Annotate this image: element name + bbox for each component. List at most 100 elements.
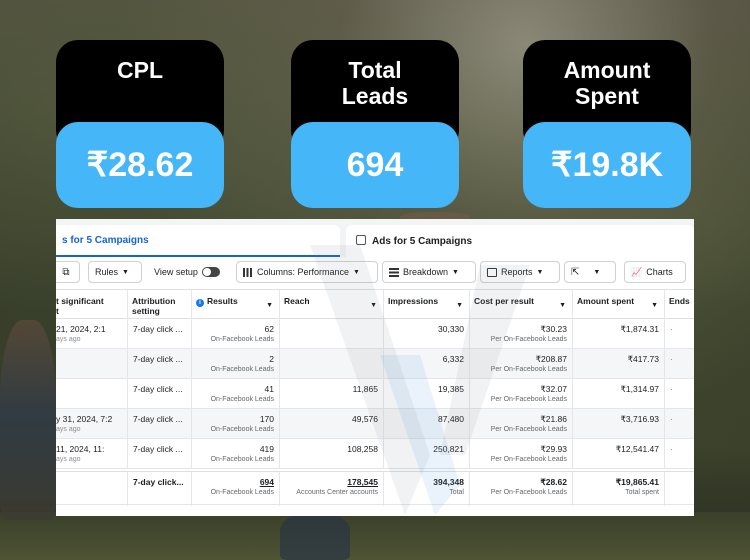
table-total-row: 7-day click... 694 On-Facebook Leads 178,… [56, 471, 694, 506]
cost-per-result-cell: ₹30.23 Per On-Facebook Leads [470, 319, 573, 349]
chevron-down-icon: ▼ [456, 302, 463, 309]
start-cell [56, 349, 128, 379]
column-header-attribution[interactable]: Attribution setting [128, 290, 192, 320]
cpr-value: ₹208.87 [535, 354, 567, 364]
cpr-subtext: Per On-Facebook Leads [490, 426, 567, 433]
reach-cell: 108,258 [280, 439, 384, 469]
cost-per-result-cell: ₹21.86 Per On-Facebook Leads [470, 409, 573, 439]
start-cell: y 31, 2024, 7:2 ays ago [56, 409, 128, 439]
chart-icon: 📈 [631, 266, 643, 277]
impressions-cell: 250,821 [384, 439, 470, 469]
chevron-down-icon: ▼ [353, 268, 360, 276]
start-cell [56, 379, 128, 409]
attribution-cell: 7-day click ... [128, 439, 192, 469]
results-cell: 170 On-Facebook Leads [192, 409, 280, 439]
ends-marker: · [670, 355, 673, 364]
ads-manager-panel: s for 5 Campaigns Ads for 5 Campaigns ⧉ … [56, 219, 694, 516]
cost-per-result-cell: ₹32.07 Per On-Facebook Leads [470, 379, 573, 409]
preview-icon: ⧉ [62, 266, 70, 278]
column-header-amount-spent[interactable]: Amount spent ▼ [573, 290, 665, 320]
amount-spent-cell: ₹12,541.47 [573, 439, 665, 469]
charts-label: Charts [646, 267, 673, 277]
view-setup-toggle[interactable]: View setup [148, 261, 234, 283]
metric-card-total-leads: Total Leads 694 [291, 40, 459, 208]
reach-cell [280, 319, 384, 349]
start-text: 21, 2024, 2:1 [56, 324, 106, 334]
total-reach-value: 178,545 [347, 477, 378, 487]
total-impressions-subtext: Total [449, 489, 464, 496]
start-subtext: ays ago [56, 456, 81, 463]
results-value: 419 [259, 444, 274, 454]
amount-spent-cell: ₹417.73 [573, 349, 665, 379]
ends-cell: · [665, 319, 694, 349]
total-reach-cell: 178,545 Accounts Center accounts [280, 472, 384, 506]
reach-cell: 11,865 [280, 379, 384, 409]
total-impressions-value: 394,348 [433, 477, 464, 487]
background-grass [0, 512, 750, 560]
total-results-value: 694 [259, 477, 274, 487]
export-icon: ⇱ [571, 266, 580, 278]
total-cpr-value: ₹28.62 [540, 477, 567, 487]
amount-spent-cell: ₹1,314.97 [573, 379, 665, 409]
start-subtext: ays ago [56, 426, 81, 433]
cpr-value: ₹32.07 [540, 384, 567, 394]
charts-button[interactable]: 📈 Charts [624, 261, 686, 283]
column-header-reach[interactable]: Reach ▼ [280, 290, 384, 320]
impressions-cell: 19,385 [384, 379, 470, 409]
reports-dropdown[interactable]: Reports ▼ [480, 261, 560, 283]
chevron-down-icon: ▼ [536, 268, 544, 276]
breakdown-dropdown[interactable]: Breakdown ▼ [382, 261, 476, 283]
chevron-down-icon: ▼ [370, 302, 377, 309]
chevron-down-icon: ▼ [651, 302, 658, 309]
chevron-down-icon: ▼ [452, 268, 459, 276]
column-header-significant[interactable]: t significant t [56, 290, 128, 320]
start-text: y 31, 2024, 7:2 [56, 414, 113, 424]
results-subtext: On-Facebook Leads [210, 456, 274, 463]
column-header-impressions[interactable]: Impressions ▼ [384, 290, 470, 320]
breakdown-icon [389, 267, 399, 277]
view-setup-label: View setup [154, 267, 198, 277]
results-subtext: On-Facebook Leads [210, 336, 274, 343]
start-cell: 21, 2024, 2:1 ays ago [56, 319, 128, 349]
tab-ads-label: Ads for 5 Campaigns [372, 236, 473, 247]
tab-campaigns[interactable]: s for 5 Campaigns [56, 225, 340, 257]
chevron-down-icon: ▼ [266, 302, 273, 309]
cpr-subtext: Per On-Facebook Leads [490, 396, 567, 403]
ends-cell: · [665, 409, 694, 439]
table-row[interactable]: 21, 2024, 2:1 ays ago 7-day click ... 62 O… [56, 319, 694, 349]
ends-marker: · [670, 445, 673, 454]
column-header-cost-per-result[interactable]: Cost per result ▼ [470, 290, 573, 320]
total-results-cell: 694 On-Facebook Leads [192, 472, 280, 506]
columns-dropdown[interactable]: Columns: Performance ▼ [236, 261, 378, 283]
start-text: 11, 2024, 11: [56, 444, 105, 454]
cpr-value: ₹30.23 [540, 324, 567, 334]
table-row[interactable]: 7-day click ... 41 On-Facebook Leads 11,8… [56, 379, 694, 409]
spent-header-label: Amount spent [577, 296, 635, 306]
total-amount-spent-cell: ₹19,865.41 Total spent [573, 472, 665, 506]
results-value: 2 [269, 354, 274, 364]
toggle-switch-icon [201, 267, 220, 277]
total-cost-per-result-cell: ₹28.62 Per On-Facebook Leads [470, 472, 573, 506]
results-header-label: Results [207, 296, 238, 306]
export-button[interactable]: ⇱ ▼ [564, 261, 616, 283]
results-subtext: On-Facebook Leads [210, 366, 274, 373]
column-header-results[interactable]: i Results ▼ [192, 290, 280, 320]
table-header: t significant t Attribution setting i Res… [56, 289, 694, 320]
chevron-down-icon: ▼ [559, 302, 566, 309]
results-cell: 2 On-Facebook Leads [192, 349, 280, 379]
table-row[interactable]: 11, 2024, 11: ays ago 7-day click ... 419… [56, 439, 694, 469]
cpr-value: ₹29.93 [540, 444, 567, 454]
table-row[interactable]: 7-day click ... 2 On-Facebook Leads 6,332… [56, 349, 694, 379]
tab-campaigns-label: s for 5 Campaigns [62, 235, 149, 246]
table-row[interactable]: y 31, 2024, 7:2 ays ago 7-day click ... 1… [56, 409, 694, 439]
cpr-value: ₹21.86 [540, 414, 567, 424]
metric-value: 694 [291, 122, 459, 208]
impressions-header-label: Impressions [388, 296, 439, 306]
tab-bar: s for 5 Campaigns Ads for 5 Campaigns [56, 219, 694, 257]
results-cell: 62 On-Facebook Leads [192, 319, 280, 349]
column-header-ends[interactable]: Ends [669, 296, 690, 306]
rules-button[interactable]: Rules ▼ [88, 261, 142, 283]
preview-button[interactable]: ⧉ [56, 261, 80, 283]
tab-ads[interactable]: Ads for 5 Campaigns [346, 225, 694, 257]
attribution-cell: 7-day click ... [128, 349, 192, 379]
